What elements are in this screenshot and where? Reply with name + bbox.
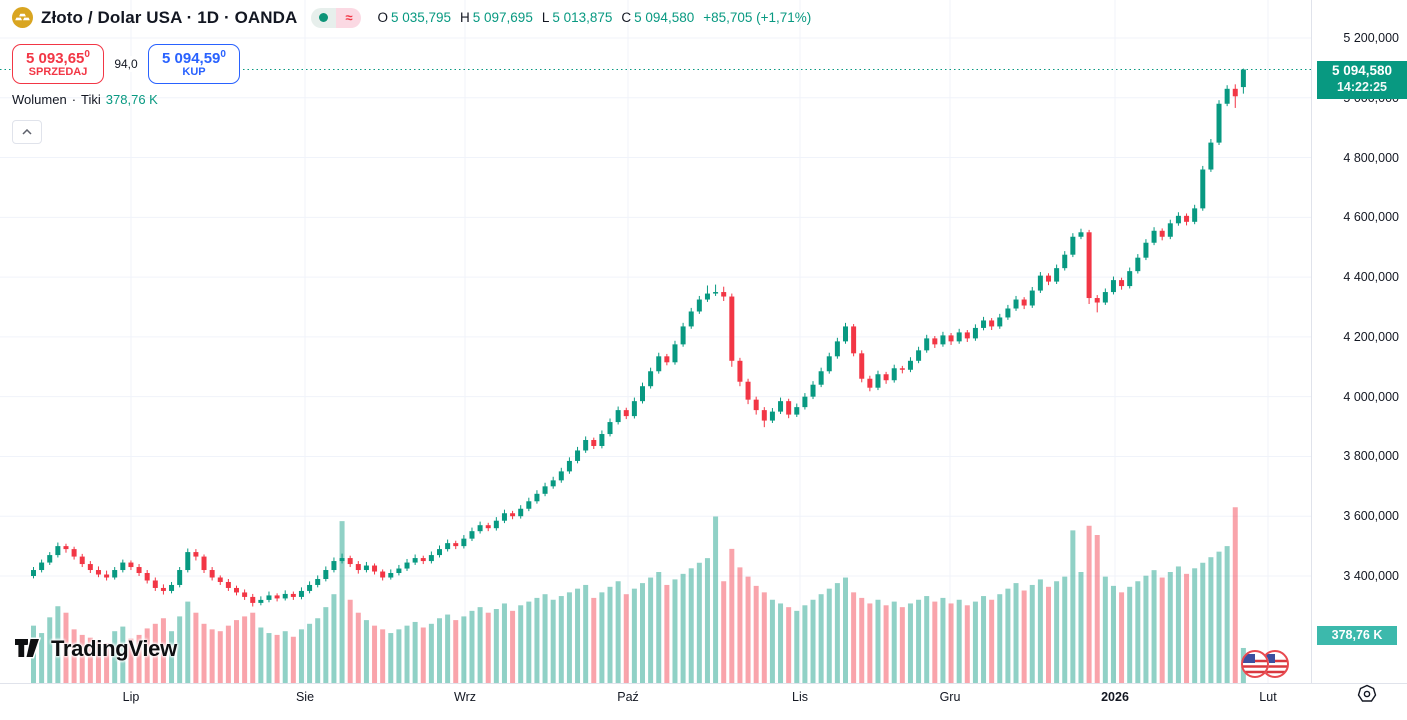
price-tick-label: 3 600,000: [1343, 509, 1399, 524]
volume-value-badge: 378,76 K: [1317, 626, 1397, 645]
tradingview-wordmark: TradingView: [51, 636, 177, 661]
market-status-toggle[interactable]: ≈: [311, 7, 362, 28]
volume-indicator-legend[interactable]: Wolumen · Tiki 378,76 K: [12, 92, 158, 107]
buy-price: 5 094,59: [162, 49, 221, 67]
time-tick-label: 2026: [1101, 690, 1129, 704]
market-open-dot-icon: [311, 7, 337, 28]
sell-label: SPRZEDAJ: [28, 65, 88, 78]
price-tick-label: 4 200,000: [1343, 329, 1399, 344]
buy-label: KUP: [182, 65, 206, 78]
tradingview-glyph-icon: [14, 637, 42, 659]
high-value: 5 097,695: [472, 10, 533, 25]
symbol-title[interactable]: Złoto / Dolar USA · 1D · OANDA: [41, 7, 298, 27]
indicator-value: 378,76 K: [105, 92, 158, 107]
time-axis[interactable]: Lip Sie Wrz Paź Lis Gru 2026 Lut: [0, 684, 1407, 720]
last-price-badge: 5 094,580 14:22:25: [1317, 60, 1407, 99]
open-label: O: [377, 10, 388, 25]
time-tick-label: Sie: [295, 690, 315, 704]
close-value: 5 094,580: [634, 10, 695, 25]
sell-button[interactable]: 5 093,650 SPRZEDAJ: [12, 44, 104, 84]
tradingview-logo[interactable]: TradingView: [14, 636, 177, 662]
us-flag-pair-icon[interactable]: [1237, 646, 1293, 687]
last-price-time: 14:22:25: [1336, 80, 1388, 95]
ohlc-legend: O 5 035,795 H 5 097,695 L 5 013,875 C 5 …: [377, 10, 811, 25]
trade-panel: 5 093,650 SPRZEDAJ 94,0 5 094,590 KUP: [12, 44, 240, 84]
price-tick-label: 4 600,000: [1343, 210, 1399, 225]
gold-coin-icon: [12, 7, 33, 28]
axis-settings-gear-icon[interactable]: [1356, 684, 1380, 704]
price-tick-label: 3 400,000: [1343, 569, 1399, 583]
price-tick-label: 4 800,000: [1343, 150, 1399, 165]
low-value: 5 013,875: [552, 10, 613, 25]
time-tick-label: Wrz: [454, 690, 476, 704]
sell-price: 5 093,65: [26, 49, 85, 67]
time-tick-label: Lis: [792, 690, 808, 704]
delayed-data-icon: ≈: [336, 7, 362, 28]
indicator-separator: ·: [71, 92, 77, 107]
low-label: L: [541, 10, 550, 25]
indicator-source: Tiki: [81, 92, 101, 107]
buy-price-sup: 0: [220, 48, 226, 60]
time-tick-label: Lip: [122, 690, 140, 704]
chevron-up-icon: [22, 129, 32, 135]
spread-value: 94,0: [104, 56, 148, 72]
symbol-legend: Złoto / Dolar USA · 1D · OANDA ≈ O 5 035…: [12, 7, 811, 28]
high-label: H: [460, 10, 470, 25]
time-tick-label: Lut: [1259, 690, 1277, 704]
close-label: C: [621, 10, 632, 25]
sell-price-sup: 0: [84, 48, 90, 60]
price-tick-label: 4 400,000: [1343, 270, 1399, 285]
price-tick-label: 5 200,000: [1343, 31, 1399, 45]
buy-button[interactable]: 5 094,590 KUP: [148, 44, 240, 84]
collapse-legend-button[interactable]: [12, 120, 42, 144]
price-tick-label: 3 800,000: [1343, 449, 1399, 464]
time-tick-label: Paź: [617, 690, 639, 704]
open-value: 5 035,795: [390, 10, 452, 25]
price-tick-label: 4 000,000: [1343, 389, 1399, 404]
indicator-name: Wolumen: [12, 92, 67, 107]
time-tick-label: Gru: [939, 690, 961, 704]
change-value: +85,705 (+1,71%): [703, 10, 812, 25]
last-price-value: 5 094,580: [1331, 63, 1393, 79]
